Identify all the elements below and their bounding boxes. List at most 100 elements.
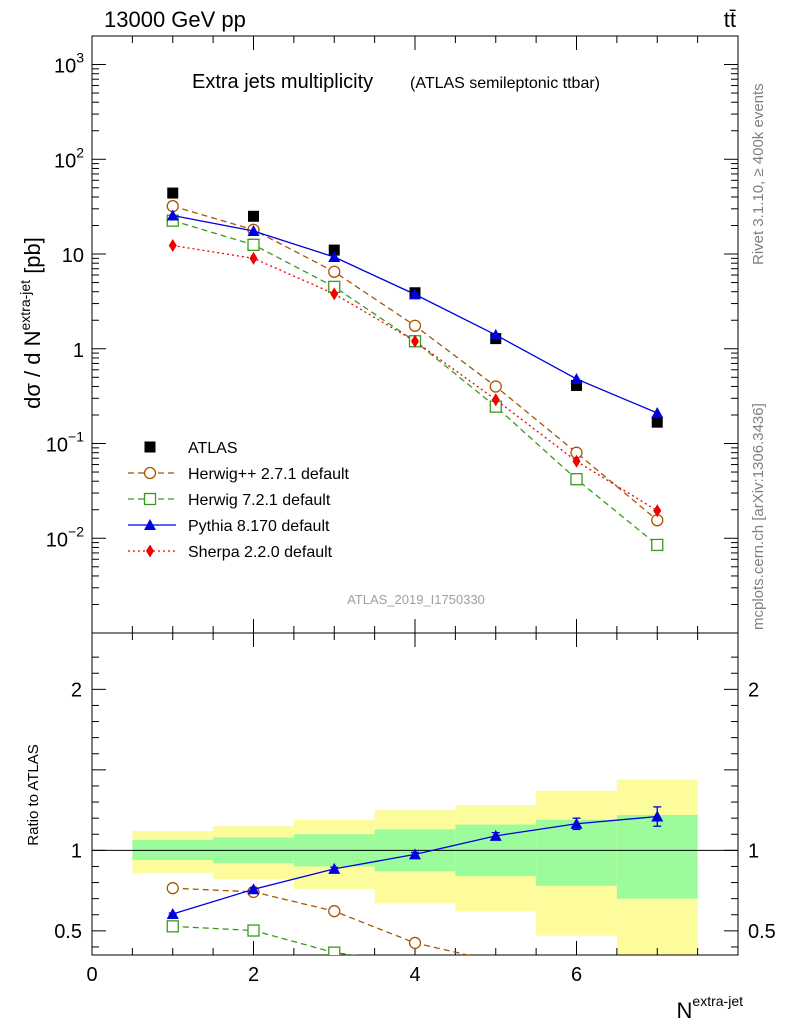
analysis-id: ATLAS_2019_I1750330 [347,592,485,607]
data-point [143,466,157,480]
data-point [249,251,258,265]
y-tick-label-right: 1 [748,840,759,862]
ratio-xlabel: Nextra-jet [677,993,744,1023]
data-point [651,538,664,552]
rivet-version-label: Rivet 3.1.10, ≥ 400k events [750,83,767,265]
legend: ATLAS Herwig++ 2.7.1 default Herwig 7.2.1 … [128,440,350,561]
series-sherpa-2-2-0-default [168,238,662,518]
data-point [408,936,422,950]
data-point [328,862,341,874]
data-point [146,544,154,558]
ratio-ylabel: Ratio to ATLAS [25,744,42,845]
ylabel-sup: extra-jet [17,280,33,331]
ratio-series-pythia-8-170-default [166,806,664,919]
y-tick-label-right: 2 [748,679,759,701]
data-point [651,416,663,428]
data-point [248,210,259,222]
svg-text:dσ / d Nextra-jet [pb]: dσ / d Nextra-jet [pb] [17,237,45,409]
y-tick-label: 10 [62,245,84,267]
data-point [489,380,502,393]
data-point [651,810,664,822]
data-point [328,251,341,263]
data-point [330,287,339,301]
series-line [172,214,658,414]
data-point [168,238,177,252]
y-tick-label: 103 [54,50,84,78]
x-tick-label: 2 [248,964,259,986]
main-ylabel: dσ / d Nextra-jet [pb] [17,237,45,409]
legend-label: Sherpa 2.2.0 default [188,544,333,561]
mcplots-label: mcplots.cern.ch [arXiv:1306.3436] [750,403,767,630]
main-panel: Extra jets multiplicity (ATLAS semilepto… [46,35,739,634]
series-atlas [167,187,663,428]
legend-entry: ATLAS [144,440,238,457]
ratio-panel: 0 2 4 6 0.5 0.5 1 1 2 2 [54,632,776,986]
ylabel-unit: [pb] [20,237,45,280]
data-point [144,441,156,453]
y-tick-label: 0.5 [54,921,82,943]
y-tick-label: 1 [73,340,84,362]
data-point [408,319,422,332]
data-point [247,238,260,251]
y-tick-label: 2 [71,679,82,701]
x-tick-label: 4 [409,964,420,986]
xlabel-main: N [677,998,693,1023]
y-tick-label: 10−1 [46,429,84,457]
plot-subtitle: (ATLAS semileptonic ttbar) [410,75,600,92]
legend-label: Herwig++ 2.7.1 default [188,466,350,483]
y-tick-label-right: 0.5 [748,921,776,943]
data-point [570,372,583,384]
main-series [166,187,664,552]
data-point [144,519,156,530]
data-point [247,883,260,895]
data-point [571,379,582,391]
data-point [328,265,341,278]
process-label: tt̄ [724,7,736,32]
ratio-axes: 0 2 4 6 0.5 0.5 1 1 2 2 [54,632,776,986]
legend-entry: Sherpa 2.2.0 default [128,544,333,561]
x-tick-label: 6 [571,964,582,986]
y-tick-label: 10−2 [46,523,84,551]
legend-label: ATLAS [188,440,238,457]
data-point [409,848,421,860]
data-point [328,244,340,256]
data-point [166,920,179,933]
svg-text:Nextra-jet: Nextra-jet [677,993,744,1023]
data-point [143,492,157,506]
data-point [572,454,581,468]
legend-entry: Herwig 7.2.1 default [128,492,331,509]
data-point [491,393,500,407]
data-point [653,504,662,518]
stat-band [536,819,617,886]
data-point [490,956,501,967]
data-point [489,829,502,841]
xlabel-sup: extra-jet [692,993,743,1009]
data-point [570,473,583,486]
ratio-series-herwig-7-2-1-default [166,920,358,955]
data-point [651,406,664,418]
main-axes: 10−2 10−1 1 10 102 103 [46,35,739,634]
data-point [166,882,179,895]
uncertainty-bands [132,779,698,955]
data-point [570,817,583,829]
data-point [247,924,260,937]
data-point [167,187,179,199]
data-point [166,907,179,919]
legend-entry: Herwig++ 2.7.1 default [128,466,350,483]
legend-label: Pythia 8.170 default [188,518,330,535]
stat-band [616,814,698,899]
energy-label: 13000 GeV pp [104,7,246,32]
series-pythia-8-170-default [166,209,664,418]
ratio-series [166,806,664,967]
x-tick-label: 0 [86,964,97,986]
ratio-line [172,925,358,955]
plot-title: Extra jets multiplicity [192,71,373,93]
data-point [247,224,260,236]
legend-label: Herwig 7.2.1 default [188,492,331,509]
data-point [489,328,502,340]
legend-entry: Pythia 8.170 default [128,518,330,535]
ylabel-main: dσ / d N [20,331,45,409]
y-tick-label: 102 [54,144,84,172]
data-point [411,334,419,348]
